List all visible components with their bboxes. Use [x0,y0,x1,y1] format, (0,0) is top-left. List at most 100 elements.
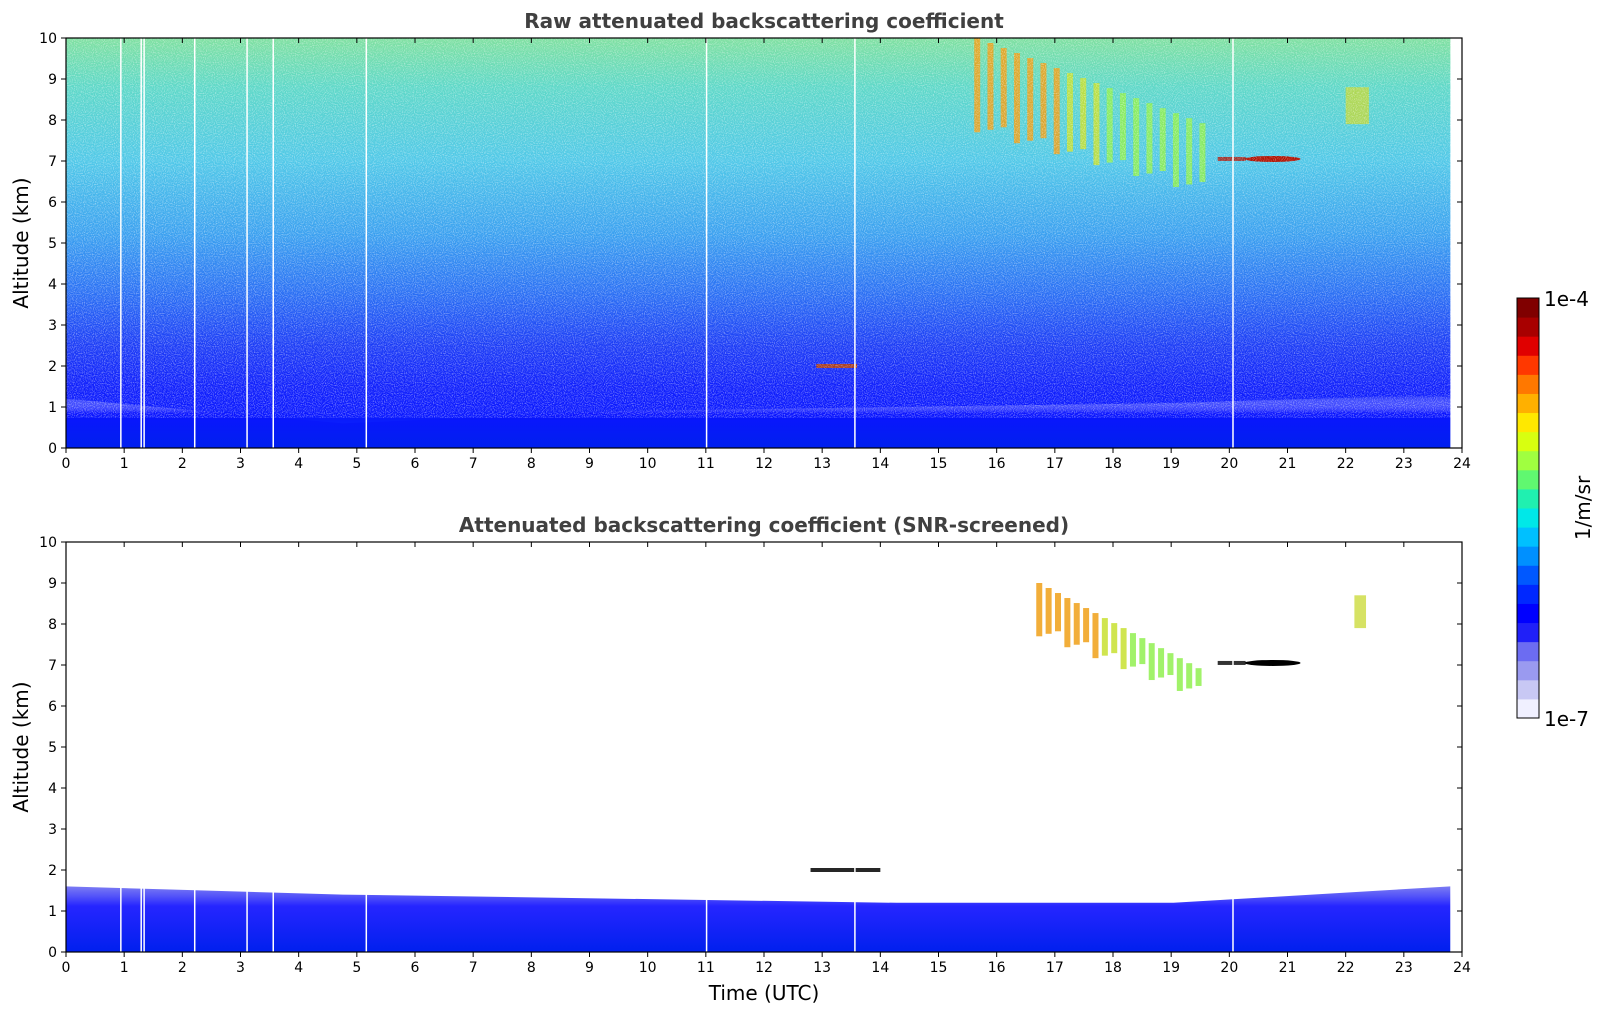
x-tick-label: 5 [352,456,361,472]
x-tick-label: 22 [1337,456,1355,472]
data-gap-line [272,542,274,952]
y-tick-label: 6 [48,699,57,715]
cirrus-streak [1195,668,1202,686]
x-tick-label: 18 [1104,456,1122,472]
x-tick-label: 19 [1162,456,1180,472]
cirrus-streak [1054,593,1061,632]
colorbar-segment [1517,355,1539,375]
colorbar-segment [1517,660,1539,681]
data-gap-line [120,38,122,448]
data-gap-line [120,542,122,952]
y-tick-label: 6 [48,195,57,211]
panel-screened-title: Attenuated backscattering coefficient (S… [459,513,1069,537]
y-tick-label: 1 [48,400,57,416]
data-gap-line [365,38,368,448]
x-tick-label: 19 [1162,960,1180,976]
colorbar-segment [1517,584,1539,604]
panel-screened: Attenuated backscattering coefficient (S… [9,513,1471,1005]
colorbar-segment [1517,450,1539,471]
panel-raw: Raw attenuated backscattering coefficien… [9,9,1471,472]
x-tick-label: 3 [236,456,245,472]
x-tick-label: 7 [469,960,478,976]
x-tick-label: 9 [585,456,594,472]
colorbar-segment [1517,393,1539,414]
y-tick-label: 8 [48,113,57,129]
colorbar-segment [1517,488,1539,509]
no-data-region [1450,542,1462,952]
cirrus-patch [1354,595,1367,629]
colorbar-segment [1517,641,1539,662]
colorbar-segment [1517,698,1539,719]
x-tick-label: 12 [755,456,773,472]
cirrus-streak [1036,583,1043,637]
x-tick-label: 11 [697,456,715,472]
colorbar-segment [1517,431,1539,452]
data-gap-line [193,38,196,448]
panel-screened-ylabel: Altitude (km) [9,681,33,812]
colorbar-min-label: 1e-7 [1544,707,1589,731]
y-tick-label: 3 [48,822,57,838]
y-tick-label: 5 [48,236,57,252]
data-gap-line [854,38,856,448]
cirrus-streak [1176,658,1183,691]
panel-screened-xlabel: Time (UTC) [708,981,820,1005]
x-tick-label: 16 [988,960,1006,976]
data-gap-line [854,542,856,952]
colorbar-max-label: 1e-4 [1544,287,1589,311]
colorbar-segment [1517,527,1539,547]
x-tick-label: 21 [1279,960,1297,976]
colorbar-unit-label: 1/m/sr [1571,475,1595,540]
x-tick-label: 8 [527,456,536,472]
colorbar-segment [1517,412,1539,433]
x-tick-label: 4 [294,960,303,976]
x-tick-label: 13 [813,456,831,472]
x-tick-label: 21 [1279,456,1297,472]
colorbar-segment [1517,546,1539,566]
colorbar-segment [1517,603,1539,624]
x-tick-label: 1 [120,960,129,976]
x-tick-label: 22 [1337,960,1355,976]
panel-raw-title: Raw attenuated backscattering coefficien… [524,9,1004,33]
x-tick-label: 4 [294,456,303,472]
x-tick-label: 18 [1104,960,1122,976]
y-tick-label: 0 [48,441,57,457]
y-tick-label: 10 [39,31,57,47]
data-gap-line [272,38,274,448]
data-gap-line [1232,542,1234,952]
colorbar-segment [1517,317,1539,337]
x-tick-label: 2 [178,456,187,472]
thin-cloud-layer-tail [1217,660,1246,665]
x-tick-label: 7 [469,456,478,472]
y-tick-label: 7 [48,658,57,674]
cirrus-streak [1045,588,1052,634]
x-tick-label: 10 [639,456,657,472]
x-tick-label: 6 [411,960,420,976]
colorbar-segment [1517,622,1539,643]
data-gap-line [140,542,142,952]
data-gap-line [705,38,708,448]
cirrus-streak [1101,618,1108,656]
x-tick-label: 10 [639,960,657,976]
cirrus-streak [1111,623,1118,654]
x-tick-label: 8 [527,960,536,976]
y-tick-label: 2 [48,359,57,375]
y-tick-label: 5 [48,740,57,756]
x-tick-label: 20 [1220,960,1238,976]
colorbar-segment [1517,374,1539,394]
x-tick-label: 3 [236,960,245,976]
cirrus-streak [1064,598,1071,648]
x-tick-label: 0 [62,960,71,976]
x-tick-label: 9 [585,960,594,976]
x-tick-label: 12 [755,960,773,976]
cirrus-streak [1083,608,1090,643]
colorbar-segment [1517,565,1539,585]
data-gap-line [705,542,708,952]
cirrus-streak [1148,643,1155,681]
cirrus-streak [1167,653,1174,676]
panel-raw-plot-area [66,38,1462,448]
no-data-region [1450,38,1462,448]
data-gap-line [246,542,248,952]
data-gap-line [143,542,145,952]
colorbar: 1e-4 1e-7 1/m/sr [1516,287,1595,731]
